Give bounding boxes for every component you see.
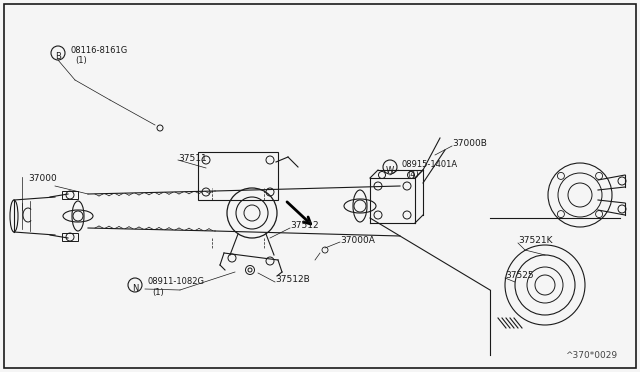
Text: 37511: 37511 [178, 154, 207, 163]
Bar [62, 233, 78, 241]
Text: 08915-1401A: 08915-1401A [402, 160, 458, 169]
Text: 37512B: 37512B [275, 276, 310, 285]
Text: ^370*0029: ^370*0029 [565, 352, 617, 360]
Text: 37000B: 37000B [452, 138, 487, 148]
Text: (1): (1) [152, 289, 164, 298]
Text: 37000: 37000 [28, 173, 57, 183]
Text: N: N [132, 284, 138, 293]
Text: 37521K: 37521K [518, 235, 552, 244]
Text: 08116-8161G: 08116-8161G [70, 45, 127, 55]
Text: (4): (4) [407, 170, 419, 179]
Bar [198, 152, 278, 200]
Text: 37525: 37525 [505, 270, 534, 279]
Text: W: W [386, 166, 394, 175]
Text: 37512: 37512 [290, 221, 319, 230]
Text: 37000A: 37000A [340, 235, 375, 244]
Text: B: B [55, 52, 61, 61]
Bar [62, 191, 78, 199]
Text: (1): (1) [75, 55, 87, 64]
Text: 08911-1082G: 08911-1082G [147, 278, 204, 286]
